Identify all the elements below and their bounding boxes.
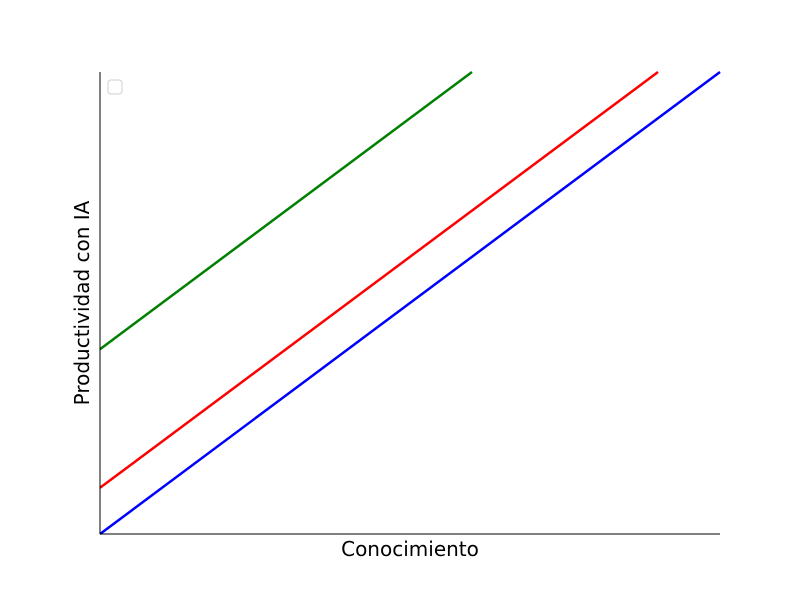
y-axis-label: Productividad con IA	[70, 200, 94, 405]
series-line-3	[99, 70, 473, 351]
series-layer	[99, 70, 721, 536]
series-line-2	[99, 70, 659, 489]
x-axis-label: Conocimiento	[341, 537, 479, 561]
legend-box	[107, 79, 123, 95]
series-line-1	[99, 70, 721, 536]
